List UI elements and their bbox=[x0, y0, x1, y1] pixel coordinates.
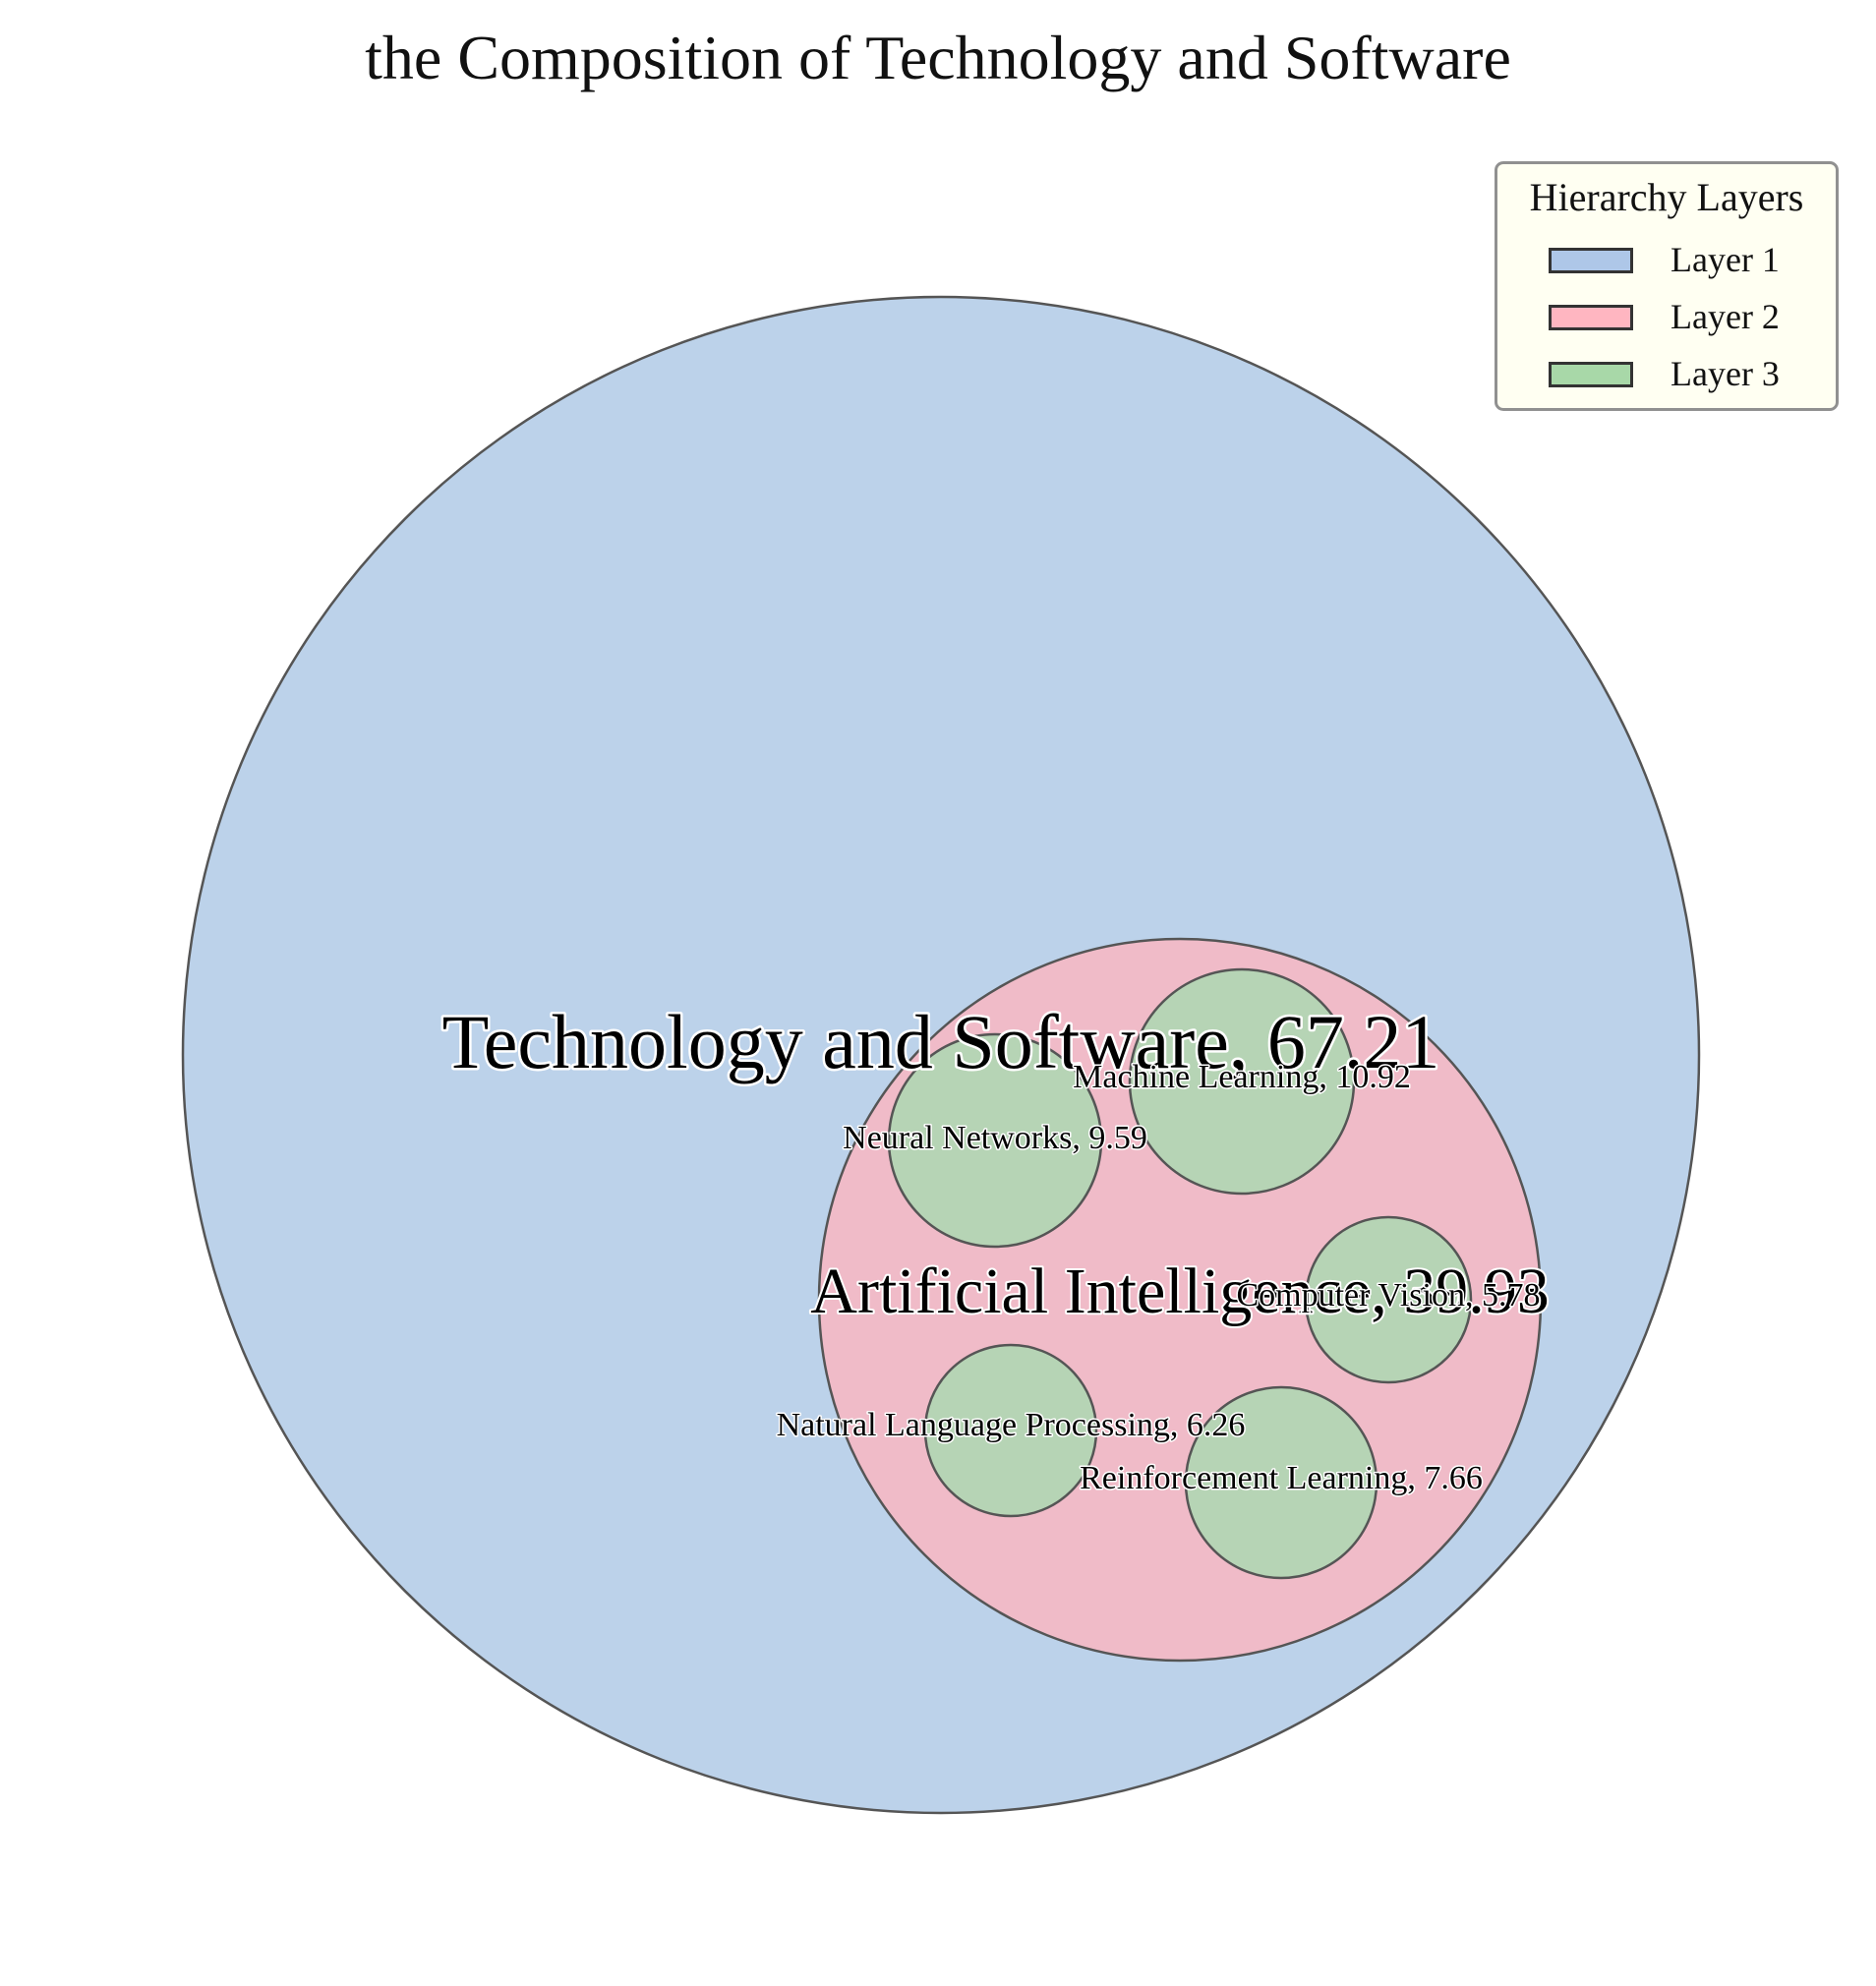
legend-swatch-layer-1 bbox=[1549, 248, 1633, 273]
bubble-label-natural-language-processing: Natural Language Processing, 6.26 bbox=[777, 1407, 1246, 1443]
chart-title: the Composition of Technology and Softwa… bbox=[365, 23, 1511, 92]
bubble-computer-vision bbox=[1304, 1215, 1473, 1384]
legend-label-layer-1: Layer 1 bbox=[1671, 240, 1780, 279]
bubble-label-computer-vision: Computer Vision, 5.78 bbox=[1236, 1277, 1540, 1314]
legend-title: Hierarchy Layers bbox=[1529, 175, 1804, 219]
bubble-label-technology-and-software: Technology and Software, 67.21 bbox=[442, 999, 1440, 1084]
bubble-natural-language-processing bbox=[923, 1343, 1098, 1518]
bubble-neural-networks bbox=[887, 1032, 1103, 1249]
legend-swatch-layer-2 bbox=[1549, 305, 1633, 330]
bubble-label-machine-learning: Machine Learning, 10.92 bbox=[1073, 1059, 1411, 1095]
bubble-reinforcement-learning bbox=[1184, 1385, 1378, 1580]
legend: Hierarchy Layers Layer 1 Layer 2 Layer 3 bbox=[1495, 161, 1839, 411]
bubble-machine-learning bbox=[1128, 967, 1356, 1196]
legend-label-layer-3: Layer 3 bbox=[1671, 354, 1780, 393]
bubble-label-reinforcement-learning: Reinforcement Learning, 7.66 bbox=[1080, 1460, 1483, 1496]
legend-swatch-layer-3 bbox=[1549, 362, 1633, 387]
bubble-label-neural-networks: Neural Networks, 9.59 bbox=[843, 1120, 1147, 1156]
legend-label-layer-2: Layer 2 bbox=[1671, 297, 1780, 336]
bubble-label-artificial-intelligence: Artificial Intelligence, 39.93 bbox=[810, 1256, 1549, 1327]
